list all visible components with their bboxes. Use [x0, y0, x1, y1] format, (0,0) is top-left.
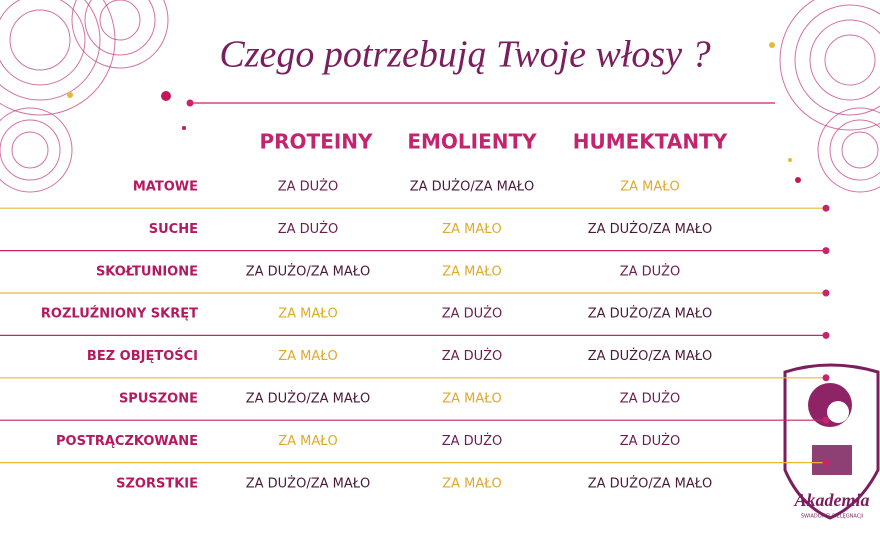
row-label: SPUSZONE	[119, 392, 198, 407]
logo: Akademia ŚWIADOMEJ PIELĘGNACJI	[783, 363, 880, 520]
cell: ZA DUŻO/ZA MAŁO	[588, 475, 713, 491]
cell: ZA DUŻO/ZA MAŁO	[588, 306, 713, 322]
separator-dot	[822, 331, 830, 339]
cell: ZA DUŻO	[442, 306, 503, 322]
decoration-left	[0, 0, 186, 193]
separator-dot	[822, 374, 830, 382]
logo-name: Akademia	[794, 490, 870, 510]
cell: ZA DUŻO	[620, 391, 681, 407]
cell: ZA MAŁO	[442, 264, 502, 279]
logo-tools	[812, 445, 852, 475]
separator-dot	[822, 247, 830, 255]
separator-dot	[822, 204, 830, 212]
row-label: SZORSTKIE	[116, 476, 198, 491]
cell: ZA DUŻO	[442, 348, 503, 364]
cell: ZA DUŻO	[278, 179, 339, 195]
row-label: POSTRĄCZKOWANE	[56, 434, 198, 449]
separator-dot	[822, 459, 830, 467]
column-header: PROTEINY	[259, 130, 373, 154]
cell: ZA MAŁO	[442, 392, 502, 407]
rule-dot	[186, 99, 194, 107]
row-label: SUCHE	[149, 222, 198, 237]
cell: ZA DUŻO/ZA MAŁO	[246, 263, 371, 279]
cell: ZA MAŁO	[442, 222, 502, 237]
cell: ZA MAŁO	[442, 476, 502, 491]
logo-tagline: ŚWIADOMEJ PIELĘGNACJI	[801, 513, 863, 520]
title: Czego potrzebują Twoje włosy ?	[219, 34, 710, 76]
cell: ZA DUŻO/ZA MAŁO	[410, 179, 535, 195]
column-header: EMOLIENTY	[407, 130, 537, 154]
column-header: HUMEKTANTY	[573, 130, 728, 154]
cell: ZA MAŁO	[620, 180, 680, 195]
cell: ZA MAŁO	[278, 349, 338, 364]
row-label: SKOŁTUNIONE	[96, 264, 198, 279]
cell: ZA DUŻO/ZA MAŁO	[588, 221, 713, 237]
cell: ZA MAŁO	[278, 307, 338, 322]
separator-dot	[822, 416, 830, 424]
cell: ZA DUŻO	[442, 433, 503, 449]
row-label: BEZ OBJĘTOŚCI	[87, 348, 198, 364]
cell: ZA DUŻO	[278, 221, 339, 237]
separator-dot	[822, 289, 830, 297]
cell: ZA DUŻO/ZA MAŁO	[246, 475, 371, 491]
logo-face	[827, 401, 849, 423]
row-label: MATOWE	[133, 180, 198, 195]
cell: ZA MAŁO	[278, 434, 338, 449]
cell: ZA DUŻO	[620, 263, 681, 279]
cell: ZA DUŻO/ZA MAŁO	[588, 348, 713, 364]
cell: ZA DUŻO	[620, 433, 681, 449]
decoration-right	[769, 0, 880, 193]
logo-shield	[783, 363, 880, 520]
row-label: ROZLUŹNIONY SKRĘT	[41, 306, 198, 322]
cell: ZA DUŻO/ZA MAŁO	[246, 391, 371, 407]
